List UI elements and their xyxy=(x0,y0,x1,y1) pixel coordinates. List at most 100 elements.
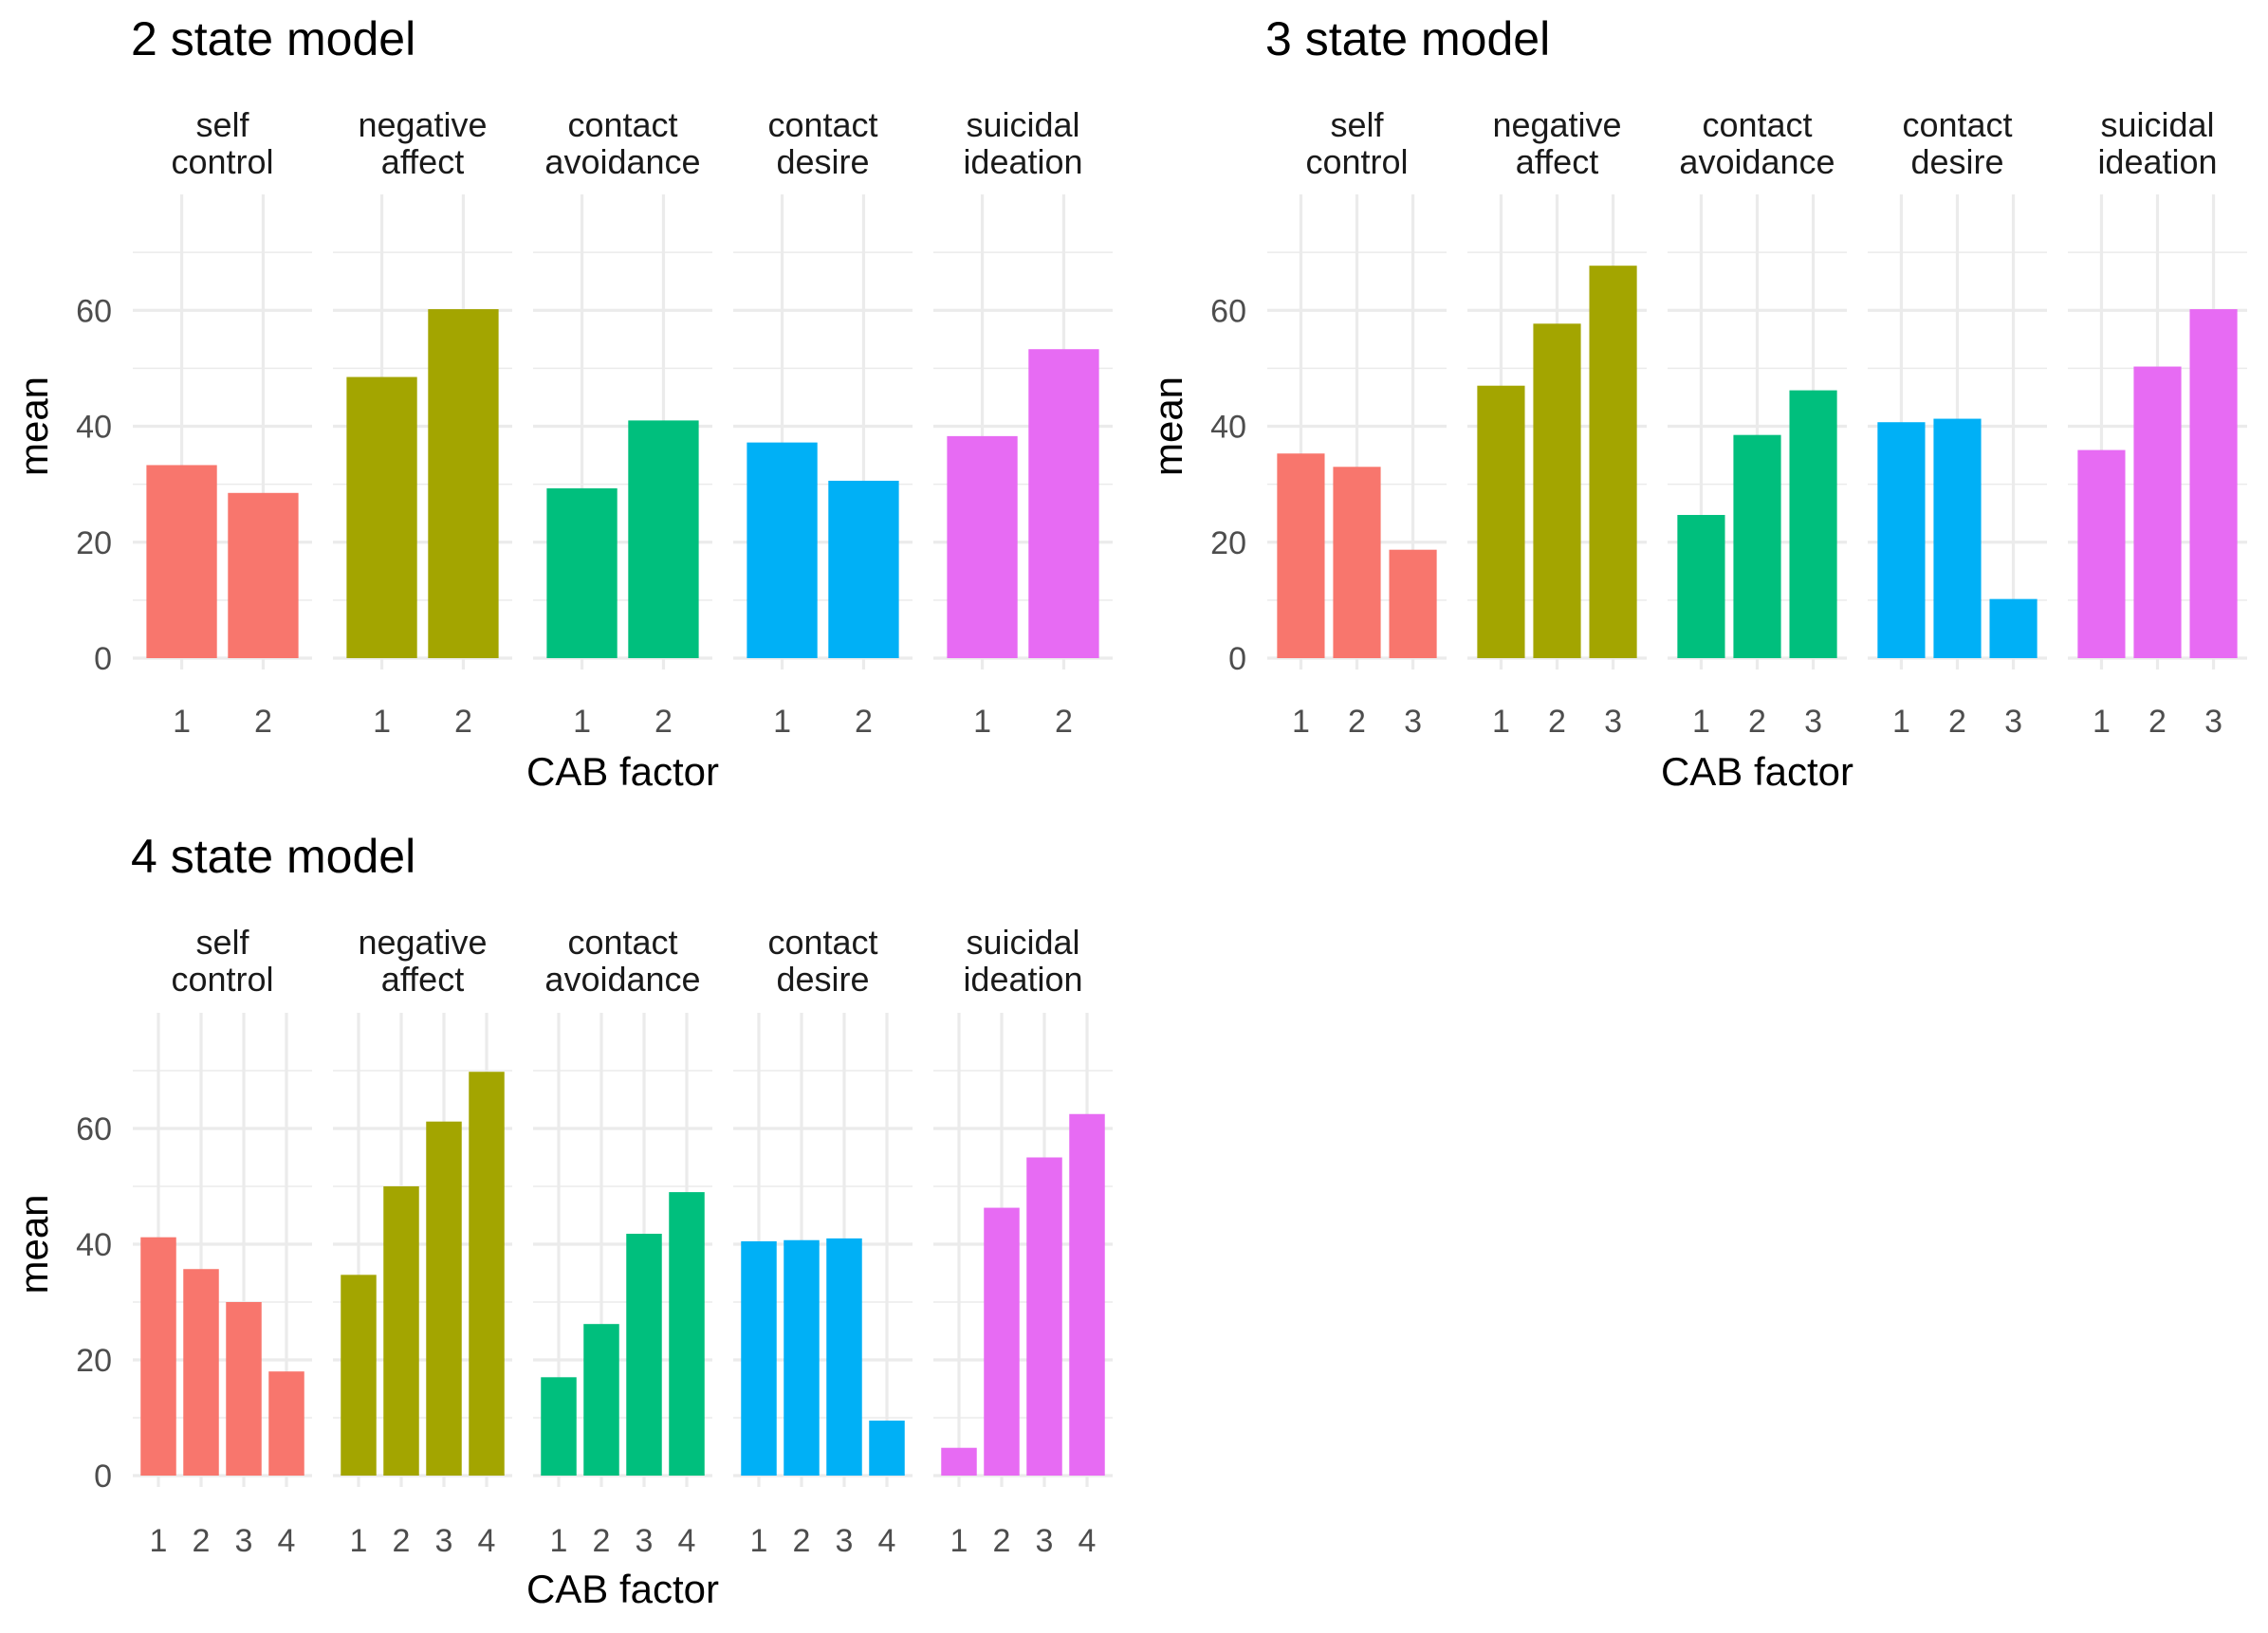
x-axis-label: CAB factor xyxy=(1661,749,1853,794)
bar xyxy=(583,1324,619,1476)
y-tick-label: 40 xyxy=(1210,410,1246,446)
x-tick-label: 2 xyxy=(993,1523,1011,1559)
x-tick-label: 2 xyxy=(655,704,673,740)
x-tick-label: 3 xyxy=(836,1523,854,1559)
bar xyxy=(784,1239,820,1476)
x-axis-label: CAB factor xyxy=(526,1567,719,1611)
x-tick-label: 4 xyxy=(1079,1523,1097,1559)
bar xyxy=(140,1237,176,1476)
bar xyxy=(383,1186,419,1476)
y-axis-label: mean xyxy=(11,376,56,476)
facet-strip-label: contact xyxy=(767,923,877,962)
x-tick-label: 3 xyxy=(1036,1523,1054,1559)
facet-strip-label: suicidal xyxy=(966,923,1079,962)
y-axis-label: mean xyxy=(1146,376,1190,476)
bar xyxy=(1277,453,1325,658)
x-tick-label: 3 xyxy=(2004,704,2022,740)
x-axis-label: CAB factor xyxy=(526,749,719,794)
x-tick-label: 2 xyxy=(454,704,472,740)
x-tick-label: 2 xyxy=(1055,704,1073,740)
facet-strip-label: desire xyxy=(776,960,869,999)
x-tick-label: 1 xyxy=(373,704,391,740)
y-axis-label: mean xyxy=(11,1194,56,1294)
bar xyxy=(941,1447,977,1476)
facet-strip-label: suicidal xyxy=(966,105,1079,144)
facet-strip-label: contact xyxy=(1702,105,1812,144)
bar xyxy=(1989,598,2038,658)
bar xyxy=(1589,266,1637,658)
bar xyxy=(1069,1113,1105,1476)
bar xyxy=(2189,309,2238,658)
bar xyxy=(1933,418,1982,658)
x-tick-label: 1 xyxy=(1492,704,1510,740)
bar xyxy=(828,480,899,658)
x-tick-label: 1 xyxy=(2093,704,2111,740)
x-tick-label: 1 xyxy=(773,704,791,740)
x-tick-label: 3 xyxy=(1604,704,1622,740)
bar xyxy=(546,487,618,658)
chart-title: 4 state model xyxy=(131,830,415,883)
x-tick-label: 1 xyxy=(1292,704,1310,740)
bar xyxy=(826,1238,862,1476)
bar xyxy=(747,442,818,658)
y-tick-label: 40 xyxy=(76,410,112,446)
facet-strip-label: suicidal xyxy=(2100,105,2214,144)
facet-strip-label: control xyxy=(1305,142,1408,181)
x-tick-label: 2 xyxy=(1348,704,1366,740)
bar xyxy=(1877,422,1926,658)
y-tick-label: 0 xyxy=(94,1459,112,1495)
x-tick-label: 1 xyxy=(350,1523,368,1559)
bar xyxy=(1333,467,1381,658)
y-tick-label: 60 xyxy=(76,293,112,329)
facet-strip-label: affect xyxy=(381,960,464,999)
bar xyxy=(428,309,499,658)
facet-strip-label: contact xyxy=(767,105,877,144)
facet-strip-label: desire xyxy=(776,142,869,181)
bar xyxy=(426,1121,462,1476)
bar xyxy=(1026,1157,1062,1476)
x-tick-label: 3 xyxy=(1404,704,1422,740)
x-tick-label: 2 xyxy=(393,1523,411,1559)
facet-strip-label: self xyxy=(195,923,249,962)
facet-strip-label: negative xyxy=(358,105,487,144)
facet-strip-label: avoidance xyxy=(1679,142,1835,181)
chart-title: 3 state model xyxy=(1265,12,1550,65)
y-tick-label: 20 xyxy=(76,525,112,561)
x-tick-label: 2 xyxy=(793,1523,811,1559)
facet-strip-label: control xyxy=(171,142,273,181)
x-tick-label: 2 xyxy=(193,1523,211,1559)
bar xyxy=(626,1234,662,1476)
x-tick-label: 1 xyxy=(750,1523,768,1559)
bar xyxy=(2133,366,2182,658)
x-tick-label: 3 xyxy=(2204,704,2222,740)
bar xyxy=(226,1302,262,1476)
facet-strip-label: self xyxy=(1330,105,1384,144)
bar xyxy=(984,1207,1020,1476)
facet-strip-label: contact xyxy=(1902,105,2012,144)
x-tick-label: 4 xyxy=(478,1523,496,1559)
bar xyxy=(341,1275,377,1476)
bar xyxy=(741,1240,777,1476)
x-tick-label: 1 xyxy=(950,1523,968,1559)
x-tick-label: 1 xyxy=(973,704,991,740)
bar xyxy=(183,1269,219,1476)
x-tick-label: 4 xyxy=(878,1523,896,1559)
bar xyxy=(869,1421,905,1476)
facet-strip-label: contact xyxy=(567,923,677,962)
facet-strip-label: avoidance xyxy=(544,142,700,181)
x-tick-label: 2 xyxy=(1548,704,1566,740)
bar xyxy=(1477,385,1525,658)
